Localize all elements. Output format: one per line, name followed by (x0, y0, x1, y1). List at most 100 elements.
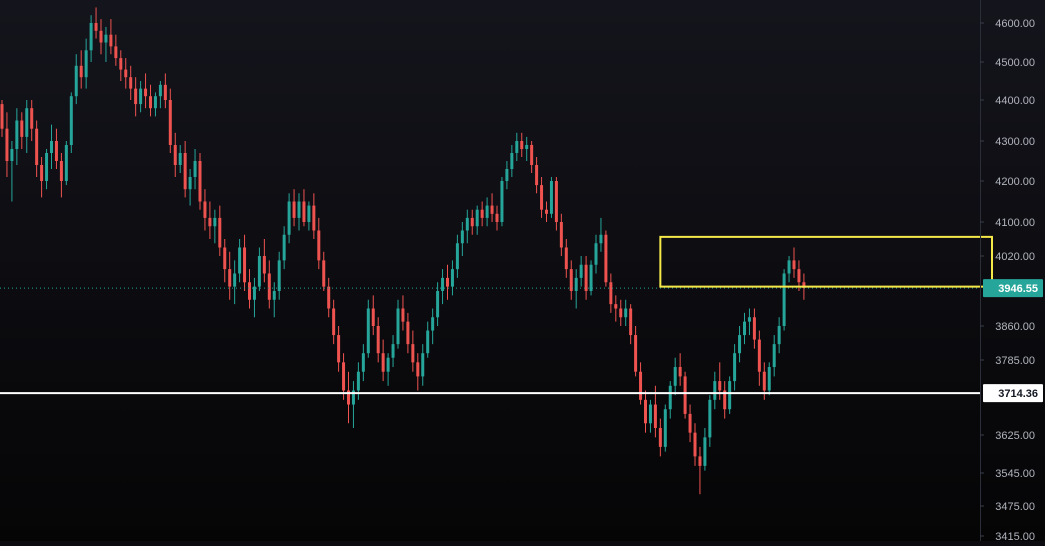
candle (0, 100, 4, 137)
candle-body (89, 23, 93, 51)
candle-body (292, 201, 296, 218)
candle (342, 353, 346, 400)
candle (74, 54, 78, 105)
candle (79, 50, 83, 89)
candle-body (337, 335, 341, 363)
candle-body (30, 108, 34, 129)
candle (747, 308, 751, 336)
candle (50, 124, 53, 169)
candle-body (639, 371, 643, 400)
candle-body (604, 234, 608, 283)
candle (559, 213, 563, 256)
candle (267, 260, 271, 309)
candle-body (658, 427, 662, 447)
candle-body (549, 181, 553, 214)
candle (757, 330, 761, 386)
candle-body (728, 381, 732, 410)
candle (248, 269, 251, 309)
candle (436, 282, 440, 326)
candle-body (733, 353, 737, 382)
candle (391, 335, 395, 368)
candle (510, 145, 514, 177)
candle-body (678, 367, 682, 377)
candle-body (282, 234, 286, 261)
candle-body (15, 120, 19, 149)
candle-body (540, 185, 544, 210)
candle (455, 234, 459, 278)
candle-body (322, 260, 326, 287)
candle-body (134, 88, 138, 105)
candle (297, 193, 301, 231)
candle (312, 193, 316, 239)
candle (243, 234, 247, 291)
candle (441, 269, 445, 305)
candle-body (743, 321, 746, 336)
candle-body (347, 390, 350, 405)
candle-body (545, 209, 548, 214)
price-axis[interactable]: 4600.00 4500.00 4400.00 4300.00 4200.00 4100.… (980, 18, 1035, 543)
candle-body (431, 317, 435, 331)
candle-body (302, 201, 306, 222)
candle-body (277, 260, 281, 291)
candle (233, 260, 237, 305)
candle (401, 295, 405, 331)
candle (688, 404, 692, 443)
candle-body (5, 128, 9, 161)
candle-body (797, 269, 801, 283)
candle (69, 92, 73, 153)
candle-body (168, 100, 172, 145)
candle (262, 239, 266, 283)
candle (94, 7, 98, 39)
candle (149, 84, 152, 117)
candle-body (574, 277, 578, 291)
candle (183, 141, 187, 198)
candle-body (312, 205, 316, 231)
candle-body (723, 390, 727, 410)
candle-body (272, 291, 276, 300)
candle-body (332, 308, 336, 336)
candle (307, 201, 311, 231)
candle-body (183, 153, 187, 190)
candle-body (629, 308, 633, 336)
candle (347, 371, 350, 424)
candle (351, 381, 355, 428)
candle-body (74, 65, 78, 97)
candle (668, 381, 672, 419)
candle-body (218, 217, 222, 248)
candle-body (554, 181, 558, 222)
candle (500, 177, 504, 227)
y-tick-label: 3625.00 (995, 430, 1035, 442)
candle (40, 157, 44, 198)
candle (792, 247, 796, 278)
candle-body (698, 456, 702, 466)
candle (698, 446, 702, 495)
candle-body (84, 50, 88, 78)
candle (703, 427, 707, 471)
candle (124, 58, 128, 89)
y-tick-label: 3785.00 (995, 355, 1035, 367)
candle (495, 205, 499, 231)
candle-body (94, 23, 98, 31)
candle (35, 120, 39, 177)
candle-body (683, 376, 687, 414)
candle-body (634, 335, 638, 372)
candle-body (594, 243, 598, 265)
candle-body (178, 153, 182, 165)
candle (644, 390, 647, 433)
candle (663, 404, 667, 452)
candle (178, 145, 182, 173)
candle (624, 299, 628, 326)
candle (411, 330, 415, 372)
candle (134, 77, 138, 117)
candle (193, 149, 197, 190)
highlight-zone-rectangle (659, 235, 993, 288)
candle (213, 209, 217, 244)
candle-body (228, 269, 232, 287)
candle-body (69, 96, 73, 145)
candle (490, 193, 494, 222)
candle (406, 312, 410, 354)
candle-body (752, 317, 756, 340)
